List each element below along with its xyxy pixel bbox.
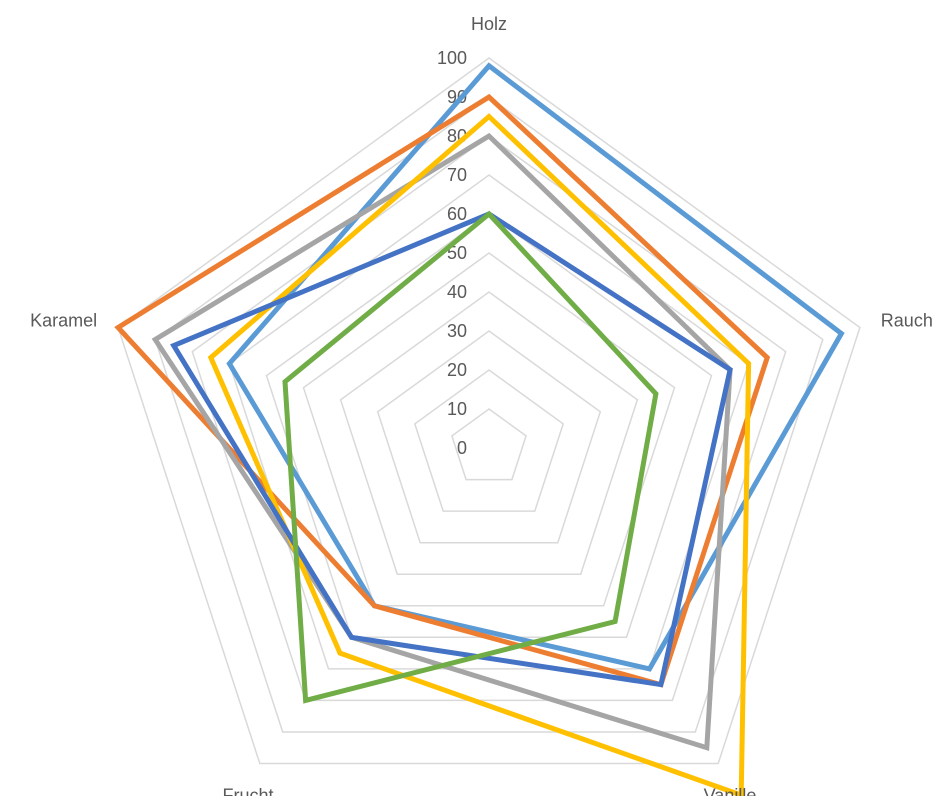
tick-label: 0: [457, 438, 467, 458]
category-labels: Holz Rauch Vanille Frucht Karamel: [30, 14, 933, 796]
gridline-ring-90: [154, 96, 824, 733]
tick-label: 60: [447, 204, 467, 224]
gridline-ring-10: [451, 408, 527, 481]
category-label: Vanille: [704, 786, 757, 796]
series-line-3: [151, 132, 733, 752]
tick-label: 20: [447, 360, 467, 380]
tick-label: 30: [447, 321, 467, 341]
category-label: Holz: [471, 14, 507, 34]
gridline-ring-20: [413, 369, 565, 512]
tick-label: 100: [437, 48, 467, 68]
series-line-5: [170, 211, 733, 688]
gridline-ring-70: [228, 174, 750, 670]
series-line-2: [114, 93, 771, 688]
tick-label: 10: [447, 399, 467, 419]
tick-label: 40: [447, 282, 467, 302]
gridline-ring-40: [339, 291, 639, 575]
series-line-6: [282, 210, 659, 704]
gridline-ring-100: [117, 57, 861, 765]
gridline-ring-50: [302, 252, 676, 607]
category-label: Rauch: [881, 311, 933, 331]
category-label: Karamel: [30, 311, 97, 331]
series-line-1: [226, 62, 845, 672]
series-line-4: [207, 113, 752, 796]
category-label: Frucht: [222, 786, 273, 796]
tick-label: 70: [447, 165, 467, 185]
gridline-ring-30: [376, 330, 602, 544]
tick-label: 50: [447, 243, 467, 263]
data-series: [114, 62, 845, 796]
tick-label: 90: [447, 87, 467, 107]
